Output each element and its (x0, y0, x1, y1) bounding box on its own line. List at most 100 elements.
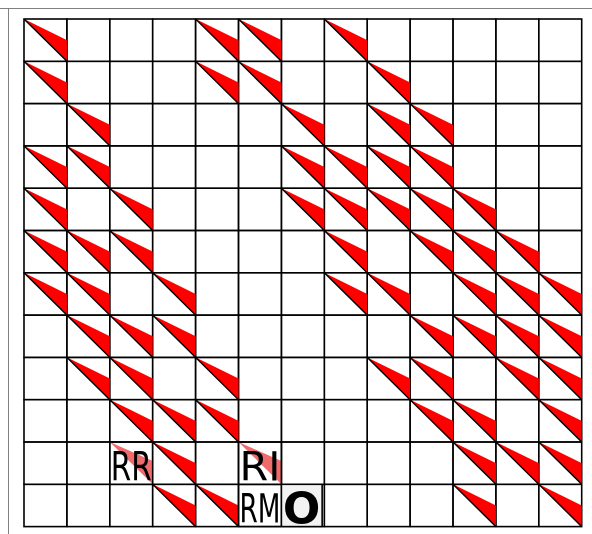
triangle-diagonal-edge (280, 187, 325, 231)
grid-cell (237, 229, 283, 274)
grid-cell (194, 187, 240, 232)
triangle-diagonal-edge (366, 187, 411, 231)
triangle-diagonal-edge (195, 18, 239, 62)
triangle-diagonal-edge (109, 187, 154, 231)
grid-cell (151, 187, 197, 232)
triangle-diagonal-edge (152, 399, 197, 443)
triangle-diagonal-edge (452, 441, 497, 485)
triangle-diagonal-edge (495, 314, 540, 358)
grid-cell (109, 271, 154, 316)
triangle-diagonal-edge (195, 483, 239, 528)
grid-cell (23, 356, 68, 401)
triangle-diagonal-edge (452, 272, 497, 316)
triangle-diagonal-edge (495, 230, 540, 274)
grid-cell (237, 314, 283, 359)
grid-cell (495, 18, 540, 63)
grid-cell (452, 18, 497, 63)
triangle-diagonal-edge (66, 272, 111, 316)
triangle-diagonal-edge (109, 314, 154, 358)
triangle-diagonal-edge (66, 314, 111, 358)
grid-cell (194, 441, 240, 486)
triangle-diagonal-edge (538, 441, 583, 485)
grid-cell (237, 356, 283, 401)
triangle-diagonal-edge (280, 103, 325, 147)
grid-cell (66, 18, 111, 63)
grid-cell (537, 187, 583, 232)
grid-cell (194, 229, 240, 274)
triangle-diagonal-edge (409, 399, 454, 443)
triangle-diagonal-edge (452, 187, 497, 231)
triangle-diagonal-edge (195, 399, 239, 443)
triangle-marks (23, 18, 583, 528)
grid-cell (366, 441, 411, 486)
triangle-diagonal-edge (109, 230, 154, 274)
triangle-diagonal-edge (323, 272, 368, 316)
grid-cell (66, 60, 111, 105)
triangle-diagonal-edge (409, 230, 454, 274)
grid-cell (151, 145, 197, 189)
triangle-diagonal-edge (538, 272, 583, 316)
triangle-diagonal-edge (366, 60, 411, 105)
triangle-diagonal-edge (152, 441, 197, 485)
grid-cell (151, 18, 197, 63)
triangle-diagonal-edge (66, 145, 111, 189)
grid-cell (194, 314, 240, 359)
triangle-diagonal-edge (23, 145, 68, 189)
grid-cell (452, 102, 497, 147)
triangle-diagonal-edge (495, 272, 540, 316)
grid-cell (537, 18, 583, 63)
grid-cell (495, 60, 540, 105)
triangle-diagonal-edge (366, 145, 411, 189)
grid-cell (151, 102, 197, 147)
grid-cell (23, 398, 68, 443)
grid-cell (323, 356, 368, 401)
grid-cell (151, 60, 197, 105)
grid-cell (194, 145, 240, 189)
grid-cell (23, 102, 68, 147)
triangle-diagonal-edge (495, 356, 540, 401)
grid-cell (366, 18, 411, 63)
label-box (109, 441, 154, 486)
triangle-diagonal-edge (66, 356, 111, 401)
triangle-diagonal-edge (323, 18, 368, 62)
triangle-diagonal-edge (409, 314, 454, 358)
grid-cell (280, 398, 326, 443)
triangle-diagonal-edge (409, 103, 454, 147)
grid-cell (280, 18, 326, 63)
grid-cell (495, 483, 540, 528)
grid-cell (366, 398, 411, 443)
grid-cell (537, 229, 583, 274)
grid-cell (237, 398, 283, 443)
triangle-diagonal-edge (409, 145, 454, 189)
triangle-diagonal-edge (538, 483, 583, 528)
triangle-diagonal-edge (238, 18, 282, 62)
grid-cell (452, 60, 497, 105)
grid-cell (409, 441, 454, 486)
grid-cell (537, 145, 583, 189)
triangle-diagonal-edge (452, 314, 497, 358)
grid-cell (237, 145, 283, 189)
grid-cell (109, 483, 154, 528)
grid-cell (237, 187, 283, 232)
grid-cell (66, 483, 111, 528)
grid-label-ri: RI (240, 444, 281, 490)
grid-cell (194, 102, 240, 147)
grid-cell (409, 60, 454, 105)
grid-cell (495, 187, 540, 232)
grid-cell (194, 271, 240, 316)
grid-cell (495, 398, 540, 443)
grid-cell (537, 60, 583, 105)
triangle-diagonal-edge (23, 272, 68, 316)
triangle-diagonal-edge (538, 356, 583, 401)
grid-cell (280, 356, 326, 401)
grid-cell (151, 356, 197, 401)
grid-cell (280, 441, 326, 486)
triangle-diagonal-edge (409, 187, 454, 231)
triangle-diagonal-edge (109, 399, 154, 443)
triangle-diagonal-edge (195, 356, 239, 401)
label-highlight-wedge (109, 442, 153, 485)
grid-cell (452, 145, 497, 189)
grid-cell (323, 398, 368, 443)
grid-cells (23, 18, 583, 528)
